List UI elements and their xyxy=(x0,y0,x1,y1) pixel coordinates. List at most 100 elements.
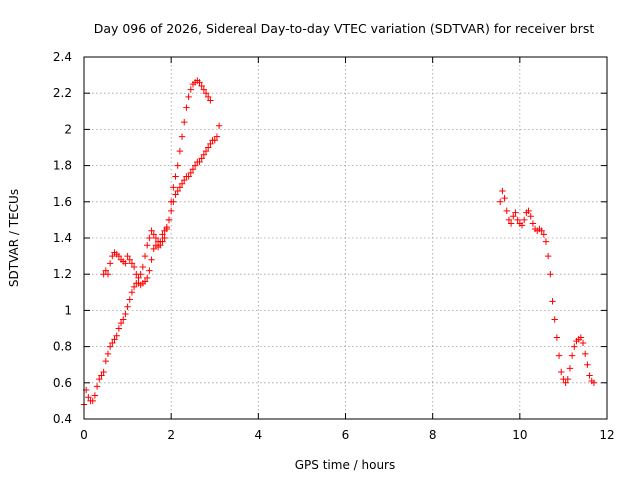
x-tick-label: 8 xyxy=(429,428,437,442)
data-point-series-3 xyxy=(542,238,550,245)
y-tick-label: 2 xyxy=(64,122,72,136)
data-point-series-2 xyxy=(196,79,203,86)
data-point-series-3 xyxy=(566,365,574,372)
data-point-series-1 xyxy=(143,274,151,282)
data-point-series-1 xyxy=(196,158,203,166)
data-point-series-2 xyxy=(207,97,214,104)
data-point-series-2 xyxy=(126,256,133,263)
data-point-series-2 xyxy=(146,234,153,242)
data-point-series-1 xyxy=(141,278,149,285)
data-point-series-2 xyxy=(115,252,123,260)
y-tick-label: 1.6 xyxy=(53,195,72,209)
data-point-series-2 xyxy=(185,93,192,101)
data-point-series-1 xyxy=(148,256,155,263)
data-point-series-1 xyxy=(178,180,186,187)
data-point-series-3 xyxy=(503,207,510,215)
data-point-series-1 xyxy=(150,245,157,253)
x-axis-label: GPS time / hours xyxy=(295,458,396,472)
data-point-series-2 xyxy=(128,260,136,267)
data-point-series-2 xyxy=(122,260,129,267)
data-point-series-2 xyxy=(167,198,175,205)
data-point-series-2 xyxy=(183,104,190,111)
data-point-series-1 xyxy=(124,303,131,310)
data-point-series-3 xyxy=(558,368,565,376)
data-point-series-1 xyxy=(85,394,92,401)
data-point-series-2 xyxy=(102,267,109,274)
x-tick-label: 6 xyxy=(342,428,350,442)
data-point-series-3 xyxy=(586,372,593,379)
data-point-series-3 xyxy=(582,350,589,358)
data-point-series-2 xyxy=(148,227,155,234)
data-point-series-1 xyxy=(102,357,109,365)
data-point-series-3 xyxy=(553,334,561,341)
data-point-series-2 xyxy=(157,238,164,245)
data-point-series-3 xyxy=(549,298,556,305)
data-point-series-2 xyxy=(200,86,208,93)
data-point-series-1 xyxy=(93,383,101,390)
data-point-series-3 xyxy=(562,379,569,386)
data-point-series-3 xyxy=(518,222,526,229)
axis-ticks: 0 2 4 6 8 10 12 0.4 0.6 0.8 1 1.2 1.4 1.6 1.8 2 2.2 2.4 xyxy=(53,50,615,442)
data-point-series-2 xyxy=(161,227,168,234)
data-point-series-2 xyxy=(143,242,151,249)
data-point-series-1 xyxy=(213,133,221,140)
data-point-series-1 xyxy=(126,296,133,303)
data-point-series-2 xyxy=(106,260,114,267)
data-point-series-1 xyxy=(167,207,175,215)
data-point-series-2 xyxy=(135,274,142,282)
data-point-series-1 xyxy=(207,140,214,148)
data-point-series-1 xyxy=(100,368,107,376)
data-point-series-3 xyxy=(497,198,504,205)
data-point-series-1 xyxy=(109,339,116,347)
data-point-series-2 xyxy=(163,223,171,231)
data-point-series-3 xyxy=(507,220,515,227)
data-point-series-1 xyxy=(111,336,118,343)
data-point-series-1 xyxy=(187,169,194,177)
data-point-series-2 xyxy=(202,90,210,97)
data-point-series-1 xyxy=(211,137,218,144)
data-point-series-1 xyxy=(106,343,114,350)
data-point-series-1 xyxy=(185,173,192,180)
y-tick-label: 2.4 xyxy=(53,50,72,64)
data-point-series-1 xyxy=(115,325,123,332)
data-point-series-3 xyxy=(525,207,532,215)
y-tick-label: 0.6 xyxy=(53,376,72,390)
data-point-series-2 xyxy=(181,118,188,126)
data-point-series-1 xyxy=(189,166,197,173)
data-point-series-3 xyxy=(590,379,598,386)
y-tick-label: 2.2 xyxy=(53,86,72,100)
data-point-series-1 xyxy=(120,316,127,323)
data-point-series-3 xyxy=(514,216,521,224)
data-point-series-1 xyxy=(215,122,223,129)
x-tick-label: 12 xyxy=(599,428,614,442)
data-point-series-1 xyxy=(191,162,199,169)
data-point-series-2 xyxy=(139,263,147,271)
data-point-series-3 xyxy=(584,361,591,368)
data-point-series-1 xyxy=(161,234,168,242)
data-point-series-1 xyxy=(113,332,120,339)
data-point-series-3 xyxy=(499,187,506,195)
data-point-series-2 xyxy=(152,234,160,242)
data-point-series-1 xyxy=(128,289,136,296)
y-tick-label: 1.4 xyxy=(53,231,72,245)
data-point-series-3 xyxy=(512,209,519,216)
data-point-series-3 xyxy=(555,352,563,359)
x-tick-label: 4 xyxy=(255,428,263,442)
data-point-series-3 xyxy=(501,194,508,202)
y-axis-label: SDTVAR / TECUs xyxy=(7,189,21,287)
y-tick-label: 0.4 xyxy=(53,412,72,426)
data-point-series-2 xyxy=(165,216,173,224)
data-point-series-2 xyxy=(170,184,177,191)
data-point-series-1 xyxy=(122,310,129,318)
x-tick-label: 2 xyxy=(167,428,175,442)
y-tick-label: 0.8 xyxy=(53,340,72,354)
y-tick-label: 1.8 xyxy=(53,159,72,173)
data-point-series-2 xyxy=(130,263,138,271)
data-point-series-1 xyxy=(198,155,205,162)
data-point-series-3 xyxy=(529,220,537,227)
data-point-series-1 xyxy=(181,176,188,184)
data-point-series-1 xyxy=(172,191,179,198)
data-point-series-3 xyxy=(577,334,585,341)
data-point-series-2 xyxy=(178,133,186,140)
plot-frame xyxy=(83,56,608,420)
